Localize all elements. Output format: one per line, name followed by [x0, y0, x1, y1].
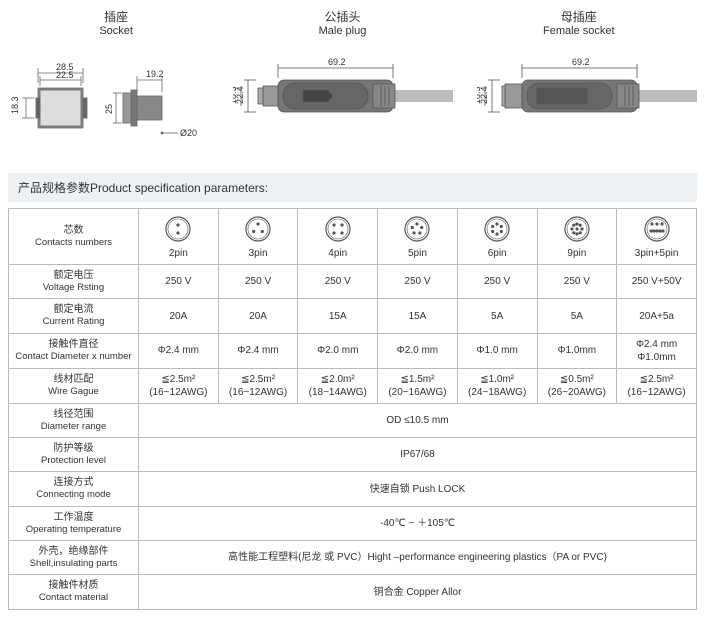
header-female: 母插座 Female socket	[469, 8, 689, 37]
row-label-connecting: 连接方式Connecting mode	[9, 472, 139, 506]
col-3pin: 3pin	[218, 209, 298, 265]
cell-voltage: 250 V	[378, 265, 458, 299]
cell-wire: ≦2.5m²(16~12AWG)	[218, 368, 298, 403]
cell-diameter: Φ1.0mm	[537, 333, 617, 368]
cell-wire: ≦2.5m²(16~12AWG)	[617, 368, 697, 403]
cell-voltage: 250 V	[218, 265, 298, 299]
header-male-cn: 公插头	[232, 8, 452, 25]
cell-wire: ≦2.5m²(16~12AWG)	[139, 368, 219, 403]
pin-icon	[561, 213, 593, 245]
svg-text:18.3: 18.3	[10, 96, 20, 114]
cell-connecting: 快速自锁 Push LOCK	[139, 472, 697, 506]
col-4pin: 4pin	[298, 209, 378, 265]
cell-current: 20A	[139, 299, 219, 333]
pin-icon	[162, 213, 194, 245]
cell-diameter: Φ2.4 mmΦ1.0mm	[617, 333, 697, 368]
svg-text:69.2: 69.2	[328, 57, 346, 67]
header-female-en: Female socket	[469, 25, 689, 37]
cell-temp: -40℃ ~ ＋105℃	[139, 506, 697, 540]
spec-table: 芯数Contacts numbers 2pin 3pin 4pin 5pin	[8, 208, 697, 610]
pin-icon	[322, 213, 354, 245]
header-female-cn: 母插座	[469, 8, 689, 25]
cell-voltage: 250 V	[537, 265, 617, 299]
header-socket: 插座 Socket	[16, 8, 216, 37]
cell-diameter: Φ2.4 mm	[139, 333, 219, 368]
cell-current: 15A	[378, 299, 458, 333]
cell-voltage: 250 V	[298, 265, 378, 299]
cell-diameter: Φ1.0 mm	[457, 333, 537, 368]
cell-wire: ≦2.0m²(18~14AWG)	[298, 368, 378, 403]
drawing-socket: 28.5 22.5 18.3 19.2 25 Ø20	[8, 48, 208, 158]
header-socket-cn: 插座	[16, 8, 216, 25]
cell-wire: ≦1.0m²(24~18AWG)	[457, 368, 537, 403]
cell-wire: ≦1.5m²(20~16AWG)	[378, 368, 458, 403]
drawing-male: 69.2 22.4 18.3	[233, 48, 453, 158]
cell-diameter: Φ2.0 mm	[298, 333, 378, 368]
row-label-contacts: 芯数Contacts numbers	[9, 209, 139, 265]
pin-icon	[242, 213, 274, 245]
header-male: 公插头 Male plug	[232, 8, 452, 37]
svg-text:69.2: 69.2	[572, 57, 590, 67]
svg-text:19.2: 19.2	[146, 69, 164, 79]
row-label-material: 接触件材质Contact material	[9, 575, 139, 609]
row-label-temp: 工作温度Operating temperature	[9, 506, 139, 540]
header-male-en: Male plug	[232, 25, 452, 37]
cell-diameter: Φ2.4 mm	[218, 333, 298, 368]
cell-wire: ≦0.5m²(26~20AWG)	[537, 368, 617, 403]
row-label-diameter: 接触件直径Contact Diameter x number	[9, 333, 139, 368]
svg-text:22.5: 22.5	[56, 70, 74, 80]
cell-voltage: 250 V	[139, 265, 219, 299]
svg-text:25: 25	[104, 104, 114, 114]
drawing-headers: 插座 Socket 公插头 Male plug 母插座 Female socke…	[8, 8, 697, 37]
row-label-protection: 防护等级Protection level	[9, 438, 139, 472]
svg-text:18.3: 18.3	[477, 86, 482, 104]
cell-shell: 高性能工程塑料(尼龙 或 PVC）Hight –performance engi…	[139, 541, 697, 575]
cell-current: 15A	[298, 299, 378, 333]
pin-icon	[641, 213, 673, 245]
cell-current: 5A	[537, 299, 617, 333]
cell-voltage: 250 V+50V	[617, 265, 697, 299]
svg-text:Ø20: Ø20	[180, 128, 197, 138]
cell-current: 5A	[457, 299, 537, 333]
cell-material: 铜合金 Copper Allor	[139, 575, 697, 609]
cell-voltage: 250 V	[457, 265, 537, 299]
row-label-shell: 外壳，绝缘部件Shell,insulating parts	[9, 541, 139, 575]
col-9pin: 9pin	[537, 209, 617, 265]
row-label-range: 线径范围Diameter range	[9, 403, 139, 437]
header-socket-en: Socket	[16, 25, 216, 37]
cell-current: 20A	[218, 299, 298, 333]
row-label-wire: 线材匹配Wire Gague	[9, 368, 139, 403]
drawing-female: 69.2 22.4 18.3	[477, 48, 697, 158]
col-3pin+5pin: 3pin+5pin	[617, 209, 697, 265]
technical-drawings: 28.5 22.5 18.3 19.2 25 Ø20	[8, 43, 697, 163]
row-label-voltage: 额定电压Voltage Rsting	[9, 265, 139, 299]
pin-icon	[481, 213, 513, 245]
row-label-current: 额定电流Current Rating	[9, 299, 139, 333]
section-title: 产品规格参数Product specification parameters:	[8, 173, 697, 202]
cell-protection: IP67/68	[139, 438, 697, 472]
svg-text:18.3: 18.3	[233, 86, 238, 104]
cell-diameter: Φ2.0 mm	[378, 333, 458, 368]
col-6pin: 6pin	[457, 209, 537, 265]
col-5pin: 5pin	[378, 209, 458, 265]
cell-current: 20A+5a	[617, 299, 697, 333]
cell-range: OD ≤10.5 mm	[139, 403, 697, 437]
pin-icon	[401, 213, 433, 245]
col-2pin: 2pin	[139, 209, 219, 265]
